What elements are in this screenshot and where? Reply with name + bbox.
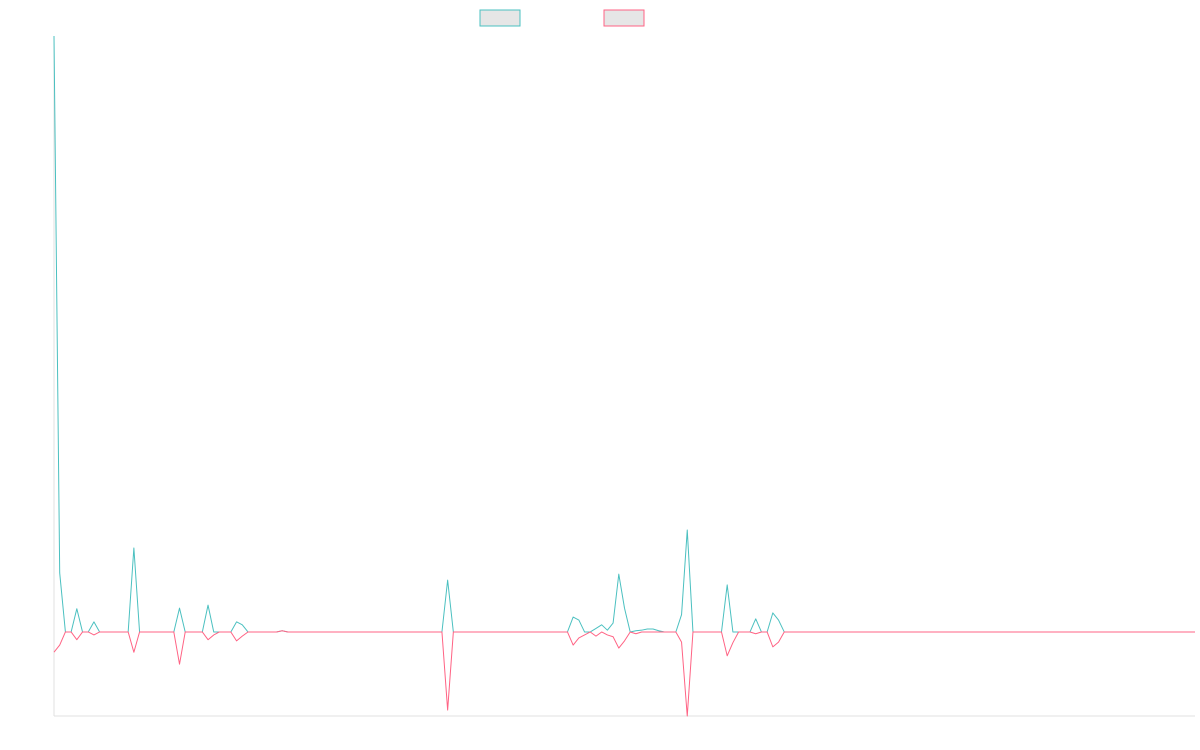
series-line — [53, 630, 1195, 717]
series-line — [53, 35, 1195, 633]
legend-swatch[interactable] — [603, 9, 645, 27]
legend-swatch[interactable] — [479, 9, 521, 27]
